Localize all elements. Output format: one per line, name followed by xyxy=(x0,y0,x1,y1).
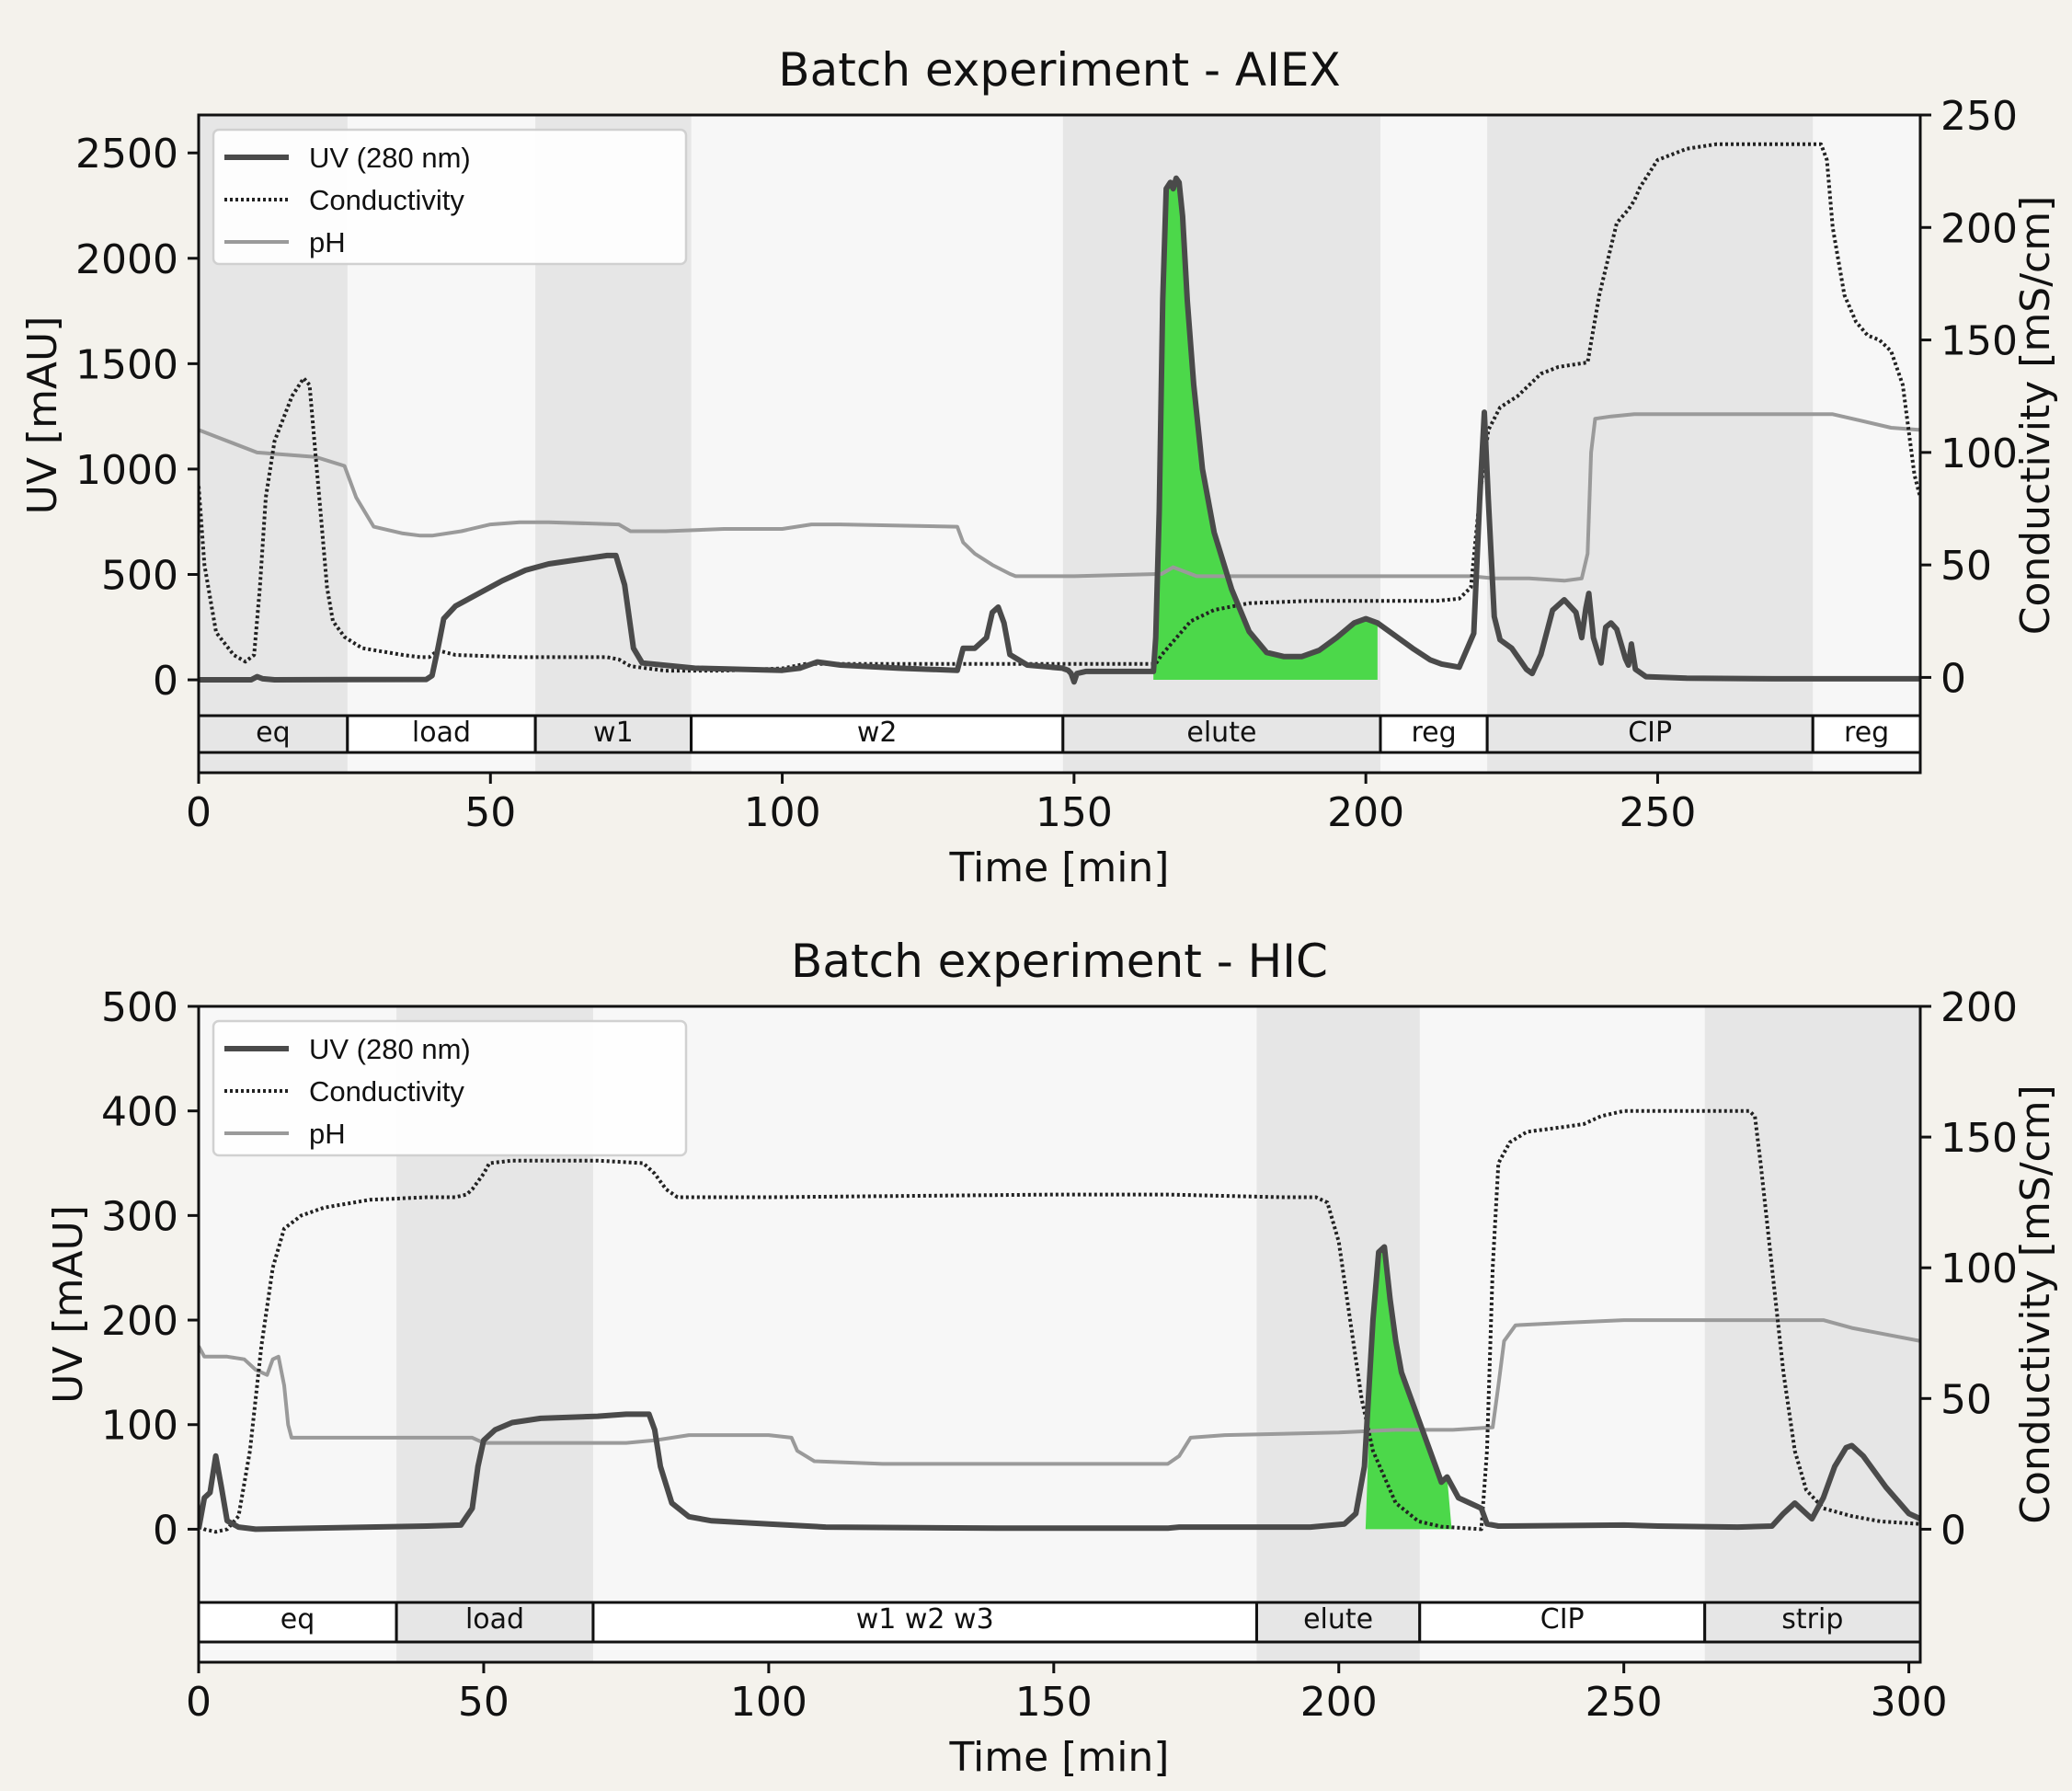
series-layer xyxy=(199,1108,1920,1534)
y-axis-label: UV [mAU] xyxy=(45,1205,92,1404)
phase-label: eq xyxy=(280,1603,315,1636)
phase-box xyxy=(690,714,1065,754)
phase-box xyxy=(1811,714,1922,754)
phase-bar: eq load w1 w2 w3 elute CIP strip xyxy=(197,1601,1922,1644)
x-tick-label: 100 xyxy=(744,789,821,836)
series-ph xyxy=(199,1318,1920,1466)
phase-label: w1 w2 w3 xyxy=(856,1603,994,1636)
phase-box xyxy=(1254,1601,1422,1644)
x-axis-label: Time [min] xyxy=(949,844,1170,891)
series-layer xyxy=(199,142,1920,685)
y-tick-label: 1000 xyxy=(75,447,178,494)
phase-box xyxy=(395,1601,595,1644)
y-tick-label: 2000 xyxy=(75,236,178,283)
phase-label: load xyxy=(412,717,471,749)
legend: UV (280 nm) Conductivity pH xyxy=(212,128,688,266)
y2-axis-label: Conductivity [mS/cm] xyxy=(2012,196,2059,636)
x-tick-label: 50 xyxy=(458,1679,509,1726)
x-tick-label: 250 xyxy=(1585,1679,1663,1726)
series-conductivity xyxy=(199,142,1920,673)
phase-label: reg xyxy=(1411,717,1456,749)
phase-box xyxy=(591,1601,1258,1644)
legend-label: pH xyxy=(309,226,346,258)
chart-1: eq load w1 w2 elute reg CIP reg 0 50 100 150 200 250 T… xyxy=(19,43,2059,891)
phase-label: eq xyxy=(256,717,291,749)
phase-label: strip xyxy=(1781,1603,1843,1636)
x-tick-label: 150 xyxy=(1036,789,1113,836)
chart-title: Batch experiment - HIC xyxy=(791,935,1328,988)
phase-box xyxy=(1379,714,1489,754)
series-uv-280-nm xyxy=(199,1244,1920,1533)
y2-tick-label: 100 xyxy=(1940,1246,2018,1292)
y-tick-label: 1500 xyxy=(75,341,178,388)
x-tick-label: 100 xyxy=(730,1679,807,1726)
series-uv-280-nm xyxy=(199,175,1920,685)
x-tick-label: 0 xyxy=(186,789,212,836)
chart-2: eq load w1 w2 w3 elute CIP strip 0 50 100 150 200 2… xyxy=(45,935,2059,1781)
y2-tick-label: 100 xyxy=(1940,431,2018,477)
y-tick-label: 500 xyxy=(101,552,178,599)
x-tick-label: 300 xyxy=(1871,1679,1948,1726)
phase-label: w2 xyxy=(857,717,898,749)
x-tick-label: 0 xyxy=(186,1679,212,1726)
x-axis-label: Time [min] xyxy=(949,1734,1170,1781)
x-tick-label: 200 xyxy=(1327,789,1404,836)
phase-box xyxy=(1485,714,1814,754)
legend-label: Conductivity xyxy=(309,184,464,216)
phase-shade xyxy=(1487,115,1814,773)
y2-tick-label: 200 xyxy=(1940,984,2018,1031)
legend-label: Conductivity xyxy=(309,1075,464,1108)
series-ph xyxy=(199,412,1920,583)
phase-label: CIP xyxy=(1540,1603,1585,1636)
y2-tick-label: 200 xyxy=(1940,205,2018,252)
y-axis-label: UV [mAU] xyxy=(19,316,66,515)
phase-label: w1 xyxy=(593,717,634,749)
y2-tick-label: 50 xyxy=(1940,543,1992,590)
y-tick-label: 2500 xyxy=(75,131,178,178)
x-tick-label: 50 xyxy=(464,789,516,836)
phase-box xyxy=(1703,1601,1922,1644)
axes-frame xyxy=(197,113,1922,775)
phase-label: reg xyxy=(1844,717,1889,749)
y-tick-label: 300 xyxy=(101,1193,178,1240)
y2-axis-label: Conductivity [mS/cm] xyxy=(2012,1085,2059,1524)
legend-label: pH xyxy=(309,1118,346,1150)
x-tick-label: 150 xyxy=(1015,1679,1093,1726)
chart-title: Batch experiment - AIEX xyxy=(778,43,1340,97)
y-tick-label: 0 xyxy=(153,658,178,705)
legend: UV (280 nm) Conductivity pH xyxy=(212,1019,688,1157)
y2-tick-label: 150 xyxy=(1940,1115,2018,1162)
phase-box xyxy=(533,714,693,754)
x-tick-label: 200 xyxy=(1300,1679,1378,1726)
series-conductivity xyxy=(199,1108,1920,1534)
axes-frame xyxy=(197,1005,1922,1664)
y-tick-label: 400 xyxy=(101,1089,178,1136)
phase-box xyxy=(197,1601,398,1644)
phase-box xyxy=(1418,1601,1707,1644)
y-tick-label: 500 xyxy=(101,984,178,1031)
phase-box xyxy=(1061,714,1382,754)
y-tick-label: 100 xyxy=(101,1403,178,1450)
legend-box xyxy=(212,1019,688,1157)
y2-tick-label: 250 xyxy=(1940,93,2018,140)
y-tick-label: 0 xyxy=(153,1507,178,1554)
legend-label: UV (280 nm) xyxy=(309,1033,471,1065)
y2-tick-label: 0 xyxy=(1940,1507,1966,1554)
phase-label: elute xyxy=(1303,1603,1373,1636)
y2-tick-label: 0 xyxy=(1940,655,1966,702)
phase-label: elute xyxy=(1186,717,1256,749)
legend-label: UV (280 nm) xyxy=(309,142,471,174)
y-tick-label: 200 xyxy=(101,1298,178,1345)
elution-peak-fill xyxy=(1153,178,1378,681)
x-tick-label: 250 xyxy=(1619,789,1696,836)
y2-tick-label: 50 xyxy=(1940,1376,1992,1423)
y2-tick-label: 150 xyxy=(1940,318,2018,365)
phase-label: CIP xyxy=(1628,717,1672,749)
legend-box xyxy=(212,128,688,266)
phase-label: load xyxy=(465,1603,524,1636)
phase-bar: eq load w1 w2 elute reg CIP reg xyxy=(197,714,1922,754)
